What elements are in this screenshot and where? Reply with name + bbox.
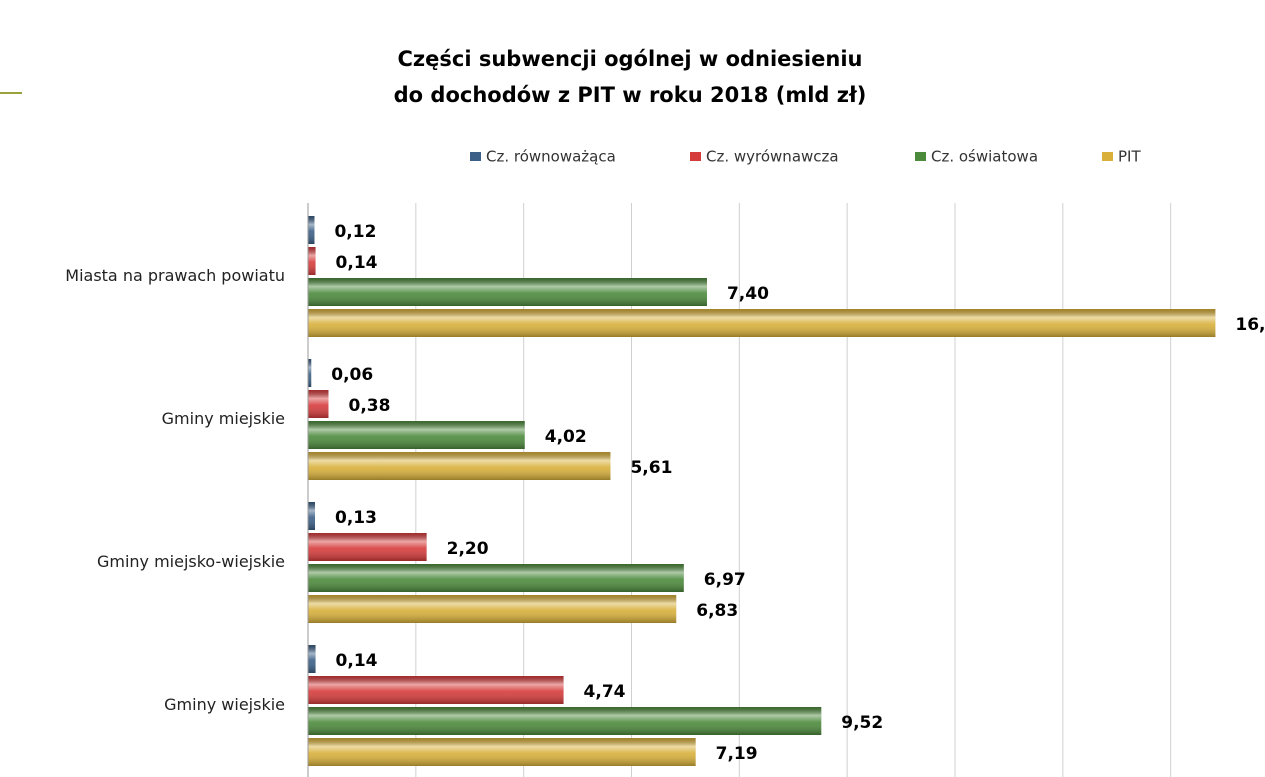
- legend-swatch: [915, 152, 926, 161]
- legend-swatch: [1102, 152, 1113, 161]
- bar-gloss: [308, 278, 707, 306]
- bar-gloss: [308, 216, 315, 244]
- bar-gloss: [308, 595, 677, 623]
- chart-title: do dochodów z PIT w roku 2018 (mld zł): [394, 83, 867, 107]
- data-label: 0,12: [334, 222, 376, 242]
- bar-gloss: [308, 502, 316, 530]
- data-label: 9,52: [841, 713, 883, 733]
- legend-label: Cz. równoważąca: [486, 148, 616, 166]
- data-label: 5,61: [630, 458, 672, 478]
- data-label: 6,97: [704, 570, 746, 590]
- legend-label: Cz. wyrównawcza: [706, 148, 839, 166]
- data-label: 7,19: [716, 744, 758, 764]
- data-label: 4,02: [545, 427, 587, 447]
- bar-gloss: [308, 452, 611, 480]
- bar-gloss: [308, 676, 564, 704]
- bar-gloss: [308, 645, 316, 673]
- bar-gloss: [308, 421, 525, 449]
- data-label: 2,20: [447, 539, 489, 559]
- legend-label: PIT: [1118, 148, 1141, 166]
- bar-gloss: [308, 359, 312, 387]
- y-tick-label: Gminy wiejskie: [164, 695, 285, 714]
- legend-swatch: [690, 152, 701, 161]
- y-tick-label: Miasta na prawach powiatu: [65, 266, 285, 285]
- bar-gloss: [308, 247, 316, 275]
- bar-gloss: [308, 707, 822, 735]
- bar-gloss: [308, 738, 696, 766]
- legend-label: Cz. oświatowa: [931, 148, 1038, 166]
- data-label: 0,14: [336, 253, 378, 273]
- y-tick-label: Gminy miejskie: [162, 409, 285, 428]
- data-label: 0,14: [336, 651, 378, 671]
- data-label: 0,06: [331, 365, 373, 385]
- bar-gloss: [308, 564, 684, 592]
- bar-gloss: [308, 390, 329, 418]
- bar-gloss: [308, 533, 427, 561]
- legend-swatch: [470, 152, 481, 161]
- chart-title: Części subwencji ogólnej w odniesieniu: [398, 47, 863, 71]
- y-tick-label: Gminy miejsko-wiejskie: [97, 552, 285, 571]
- data-label: 0,38: [348, 396, 390, 416]
- data-label: 4,74: [584, 682, 626, 702]
- bar-gloss: [308, 309, 1216, 337]
- data-label: 0,13: [335, 508, 377, 528]
- data-label: 6,83: [696, 601, 738, 621]
- data-label: 7,40: [727, 284, 769, 304]
- data-label: 16,83: [1235, 315, 1265, 335]
